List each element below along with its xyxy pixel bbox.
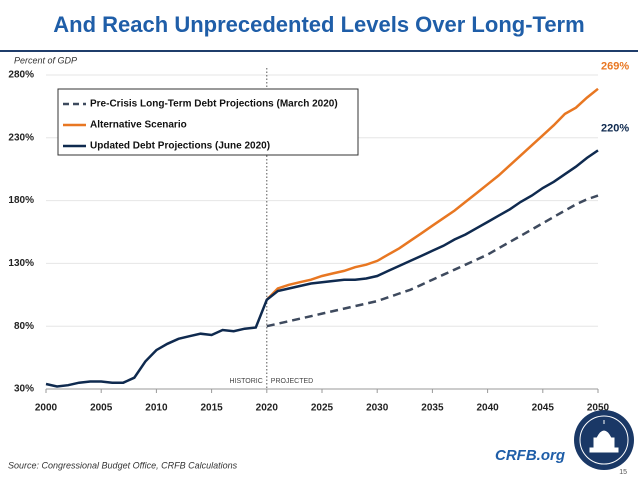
value-label: 269%: [601, 61, 629, 73]
source: Source: Congressional Budget Office, CRF…: [8, 460, 238, 470]
annotation: HISTORIC: [229, 378, 262, 385]
y-axis-label: Percent of GDP: [14, 55, 77, 65]
x-tick-label: 2045: [532, 403, 555, 414]
x-tick-label: 2030: [366, 403, 389, 414]
legend-label: Updated Debt Projections (June 2020): [90, 141, 270, 152]
y-tick-label: 180%: [8, 195, 34, 206]
legend-box: [57, 88, 359, 156]
x-tick-label: 2000: [35, 403, 58, 414]
x-tick-label: 2005: [90, 403, 113, 414]
logo: [574, 410, 634, 470]
value-label: 220%: [601, 122, 629, 134]
page-number: 15: [619, 469, 627, 476]
y-tick-label: 230%: [8, 132, 34, 143]
series-line: [265, 87, 599, 301]
y-tick-label: 80%: [14, 321, 34, 332]
y-tick-label: 130%: [8, 258, 34, 269]
x-tick-label: 2010: [145, 403, 168, 414]
x-tick-label: 2040: [476, 403, 499, 414]
brand: CRFB.org: [495, 447, 565, 464]
x-tick-label: 2050: [587, 403, 610, 414]
legend-label: Pre-Crisis Long-Term Debt Projections (M…: [90, 99, 338, 110]
legend-label: Alternative Scenario: [90, 120, 187, 131]
annotation: PROJECTED: [271, 378, 313, 385]
x-tick-label: 2025: [311, 403, 334, 414]
plot: 30% 80% 130% 180% 230% 280% 2000 2005 2010 2015 20…: [8, 61, 629, 414]
series-line: [266, 194, 599, 328]
x-tick-label: 2035: [421, 403, 444, 414]
series-line: [45, 149, 599, 388]
chart-title: And Reach Unprecedented Levels Over Long…: [53, 12, 584, 37]
y-tick-label: 30%: [14, 384, 34, 395]
x-tick-label: 2015: [200, 403, 223, 414]
legend: Pre-Crisis Long-Term Debt Projections (M…: [57, 88, 359, 156]
y-tick-label: 280%: [8, 70, 34, 81]
x-tick-label: 2020: [256, 403, 279, 414]
